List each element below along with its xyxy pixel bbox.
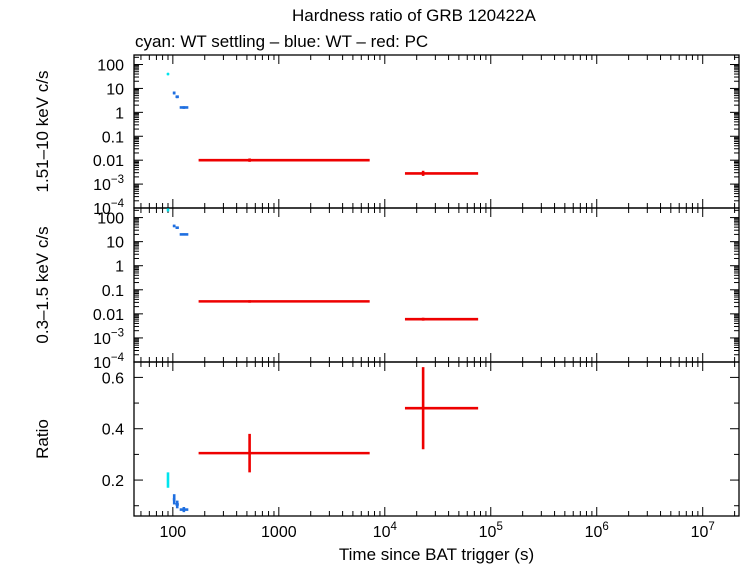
y-tick-label: 10 bbox=[106, 81, 124, 98]
x-axis-label: Time since BAT trigger (s) bbox=[339, 545, 534, 564]
y-tick-label: 1 bbox=[115, 259, 124, 276]
y-axis-label: 0.3–1.5 keV c/s bbox=[33, 226, 52, 343]
data-point bbox=[175, 500, 179, 509]
series-wt-settling bbox=[166, 472, 170, 488]
panel-frame bbox=[133, 361, 740, 517]
series-pc bbox=[198, 367, 479, 473]
y-tick-label: 100 bbox=[97, 211, 124, 228]
panel-2: 100 10 1 0.1 0.01 10−3 10−4 0.3–1.5 keV c/s bbox=[33, 207, 740, 372]
data-point bbox=[179, 233, 189, 236]
y-axis-label: Ratio bbox=[33, 419, 52, 459]
data-point bbox=[166, 72, 170, 76]
series-pc bbox=[198, 158, 479, 176]
data-point bbox=[179, 106, 189, 109]
x-tick-label: 100 bbox=[159, 524, 186, 541]
x-tick-label: 107 bbox=[691, 521, 715, 541]
data-point bbox=[198, 158, 370, 162]
panel-frame bbox=[133, 54, 740, 209]
y-tick-label: 10 bbox=[106, 235, 124, 252]
series-wt bbox=[172, 224, 189, 236]
y-tick-label: 0.1 bbox=[102, 283, 124, 300]
chart-subtitle: cyan: WT settling – blue: WT – red: PC bbox=[135, 32, 429, 51]
x-tick-label: 1000 bbox=[261, 524, 297, 541]
y-tick-label: 0.2 bbox=[102, 473, 124, 490]
y-tick-label: 10−4 bbox=[93, 198, 125, 218]
data-point bbox=[172, 91, 176, 95]
series-wt-settling bbox=[166, 208, 170, 212]
data-point bbox=[198, 300, 370, 303]
data-point bbox=[404, 170, 479, 176]
y-tick-label: 0.4 bbox=[102, 422, 124, 439]
data-point bbox=[198, 433, 370, 473]
y-tick-label: 0.1 bbox=[102, 129, 124, 146]
panel-3: 0.2 0.4 0.6 Ratio bbox=[33, 361, 740, 517]
y-tick-label: 1 bbox=[115, 105, 124, 122]
y-axis-label: 1.51–10 keV c/s bbox=[33, 71, 52, 193]
data-point bbox=[404, 317, 479, 321]
data-point bbox=[166, 208, 170, 212]
data-point bbox=[179, 507, 189, 513]
series-wt bbox=[172, 494, 189, 513]
series-pc bbox=[198, 300, 479, 321]
y-tick-label: 0.01 bbox=[93, 153, 124, 170]
y-tick-label: 10−3 bbox=[93, 174, 124, 194]
y-tick-label: 0.01 bbox=[93, 307, 124, 324]
x-tick-label: 104 bbox=[373, 521, 398, 541]
y-tick-label: 10−3 bbox=[93, 328, 124, 348]
y-tick-label: 0.6 bbox=[102, 370, 124, 387]
data-point bbox=[172, 494, 176, 505]
data-point bbox=[172, 224, 176, 228]
data-point bbox=[175, 95, 179, 99]
x-tick-label: 105 bbox=[479, 521, 503, 541]
y-tick-label: 100 bbox=[97, 58, 124, 75]
panel-frame bbox=[133, 207, 740, 363]
series-wt-settling bbox=[166, 72, 170, 76]
data-point bbox=[404, 367, 479, 450]
y-tick-label: 10−4 bbox=[93, 352, 125, 372]
chart-title: Hardness ratio of GRB 120422A bbox=[292, 6, 536, 25]
panel-1: 100 10 1 0.1 0.01 10−3 10−4 1.51–10 keV c/s bbox=[33, 54, 740, 218]
data-point bbox=[166, 472, 170, 488]
x-tick-label: 106 bbox=[585, 521, 609, 541]
data-point bbox=[175, 226, 179, 229]
series-wt bbox=[172, 91, 189, 109]
